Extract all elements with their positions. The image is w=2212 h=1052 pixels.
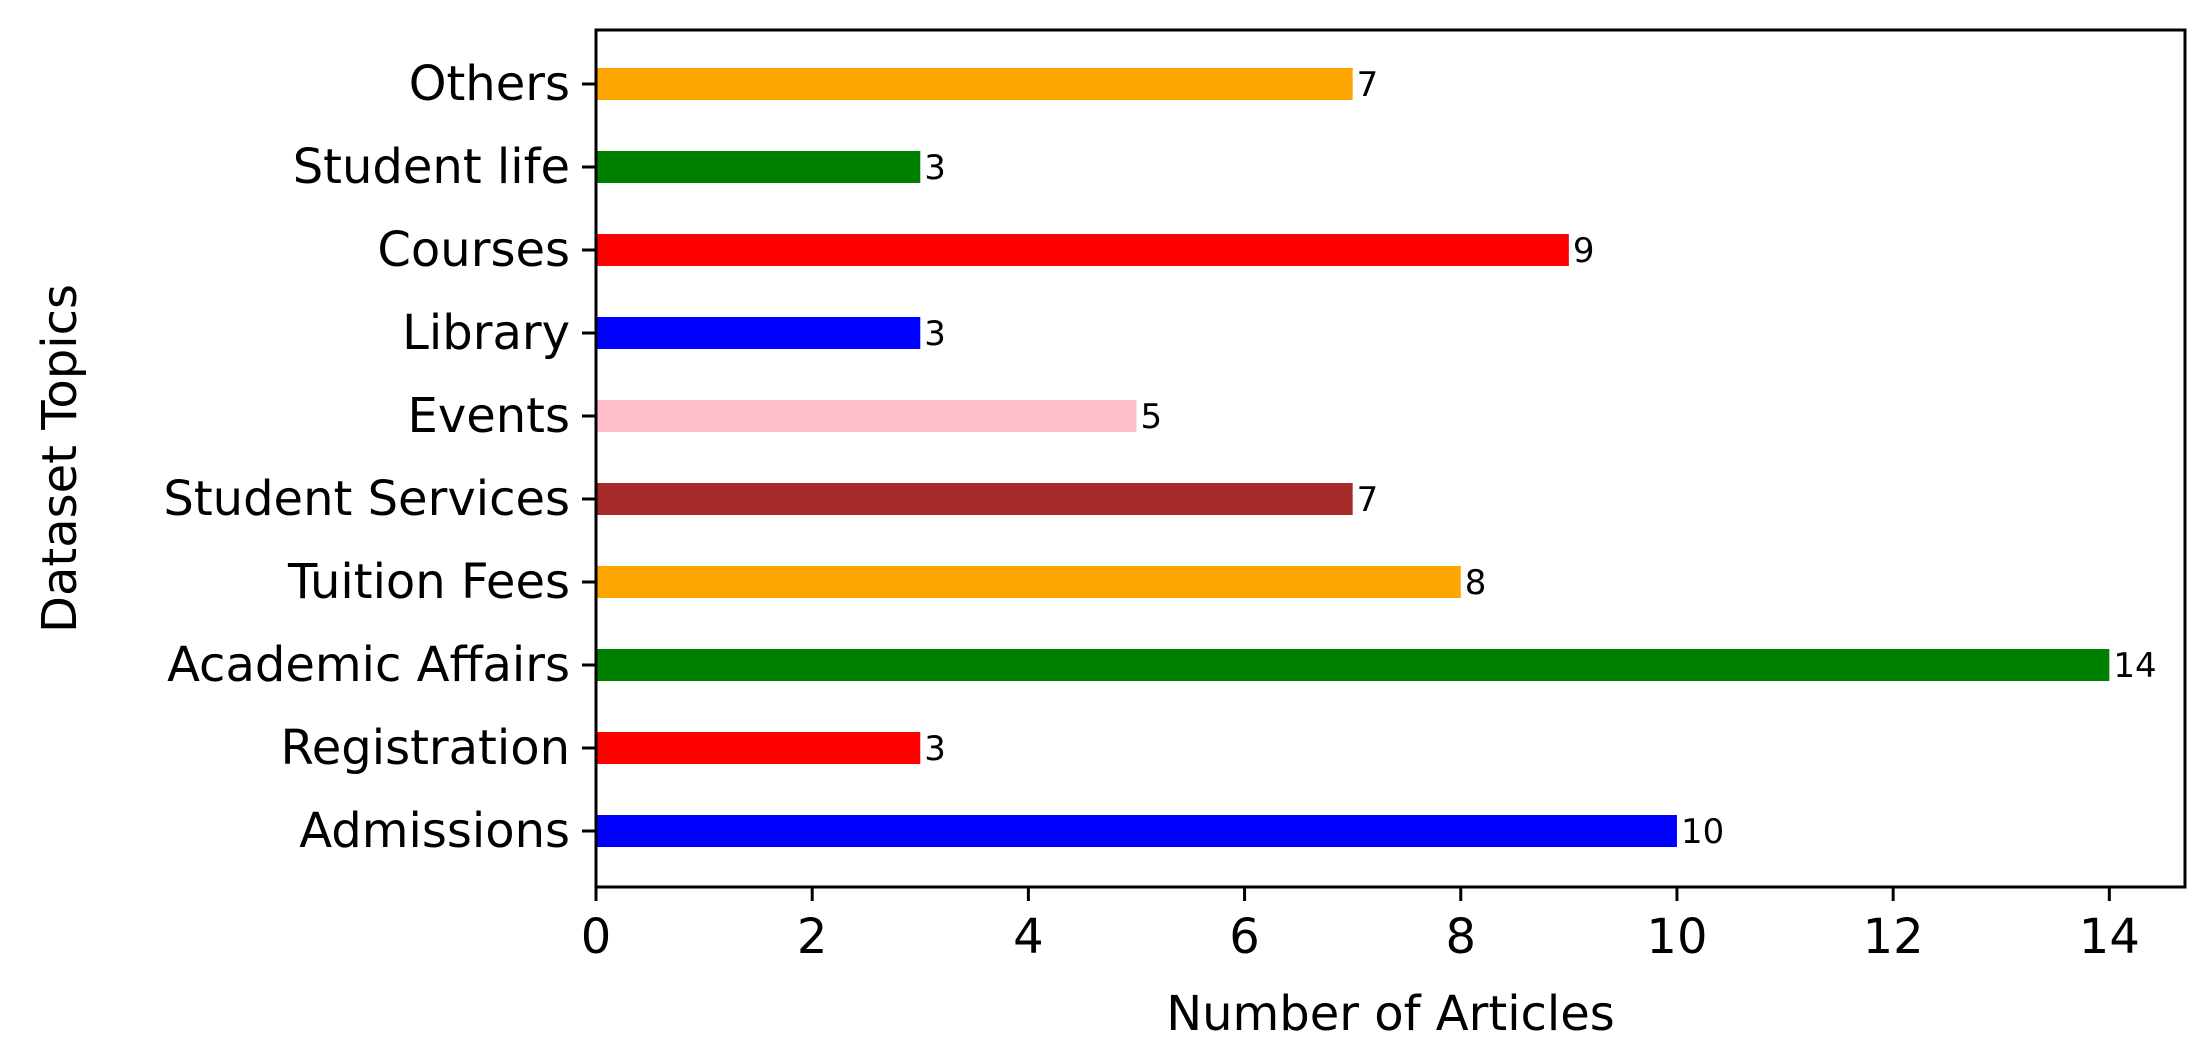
bar-registration — [596, 732, 921, 764]
y-tick-label-admissions: Admissions — [299, 803, 570, 859]
data-label-student-life: 3 — [924, 148, 946, 188]
data-label-academic-affairs: 14 — [2113, 646, 2156, 686]
y-tick-label-registration: Registration — [281, 720, 570, 776]
y-tick-label-tuition-fees: Tuition Fees — [287, 554, 570, 610]
data-label-library: 3 — [924, 314, 946, 354]
y-axis-ticks: Admissions Registration Academic Affairs Tu… — [163, 56, 596, 859]
y-tick-label-academic-affairs: Academic Affairs — [167, 637, 570, 693]
x-tick-label-14: 14 — [2079, 909, 2140, 965]
y-tick-label-student-services: Student Services — [163, 471, 570, 527]
data-label-courses: 9 — [1573, 231, 1595, 271]
bar-courses — [596, 234, 1569, 266]
bar-events — [596, 400, 1137, 432]
y-tick-label-student-life: Student life — [293, 139, 570, 195]
bar-student-services — [596, 483, 1353, 515]
plot-frame — [594, 28, 2187, 889]
y-tick-label-others: Others — [409, 56, 570, 112]
y-tick-label-courses: Courses — [377, 222, 570, 278]
x-tick-label-4: 4 — [1013, 909, 1044, 965]
bar-library — [596, 317, 921, 349]
y-tick-label-events: Events — [407, 388, 570, 444]
y-tick-label-library: Library — [402, 305, 570, 361]
data-label-registration: 3 — [924, 729, 946, 769]
x-tick-label-12: 12 — [1863, 909, 1924, 965]
x-tick-label-0: 0 — [581, 909, 612, 965]
bar-admissions — [596, 815, 1677, 847]
x-tick-label-10: 10 — [1646, 909, 1707, 965]
data-label-student-services: 7 — [1357, 480, 1379, 520]
x-axis-title: Number of Articles — [1166, 986, 1615, 1042]
data-label-events: 5 — [1140, 397, 1162, 437]
bar-academic-affairs — [596, 649, 2110, 681]
x-tick-label-6: 6 — [1229, 909, 1260, 965]
bar-student-life — [596, 151, 921, 183]
bars-layer — [596, 68, 2110, 847]
data-label-admissions: 10 — [1681, 812, 1724, 852]
y-axis-title: Dataset Topics — [32, 284, 88, 633]
x-tick-label-8: 8 — [1445, 909, 1476, 965]
bar-tuition-fees — [596, 566, 1461, 598]
data-labels-layer: 10 3 14 8 7 5 3 9 3 7 — [924, 65, 2156, 852]
data-label-tuition-fees: 8 — [1465, 563, 1487, 603]
bar-others — [596, 68, 1353, 100]
x-tick-label-2: 2 — [797, 909, 828, 965]
data-label-others: 7 — [1357, 65, 1379, 105]
x-axis-ticks: 0 2 4 6 8 10 12 14 — [581, 887, 2140, 965]
